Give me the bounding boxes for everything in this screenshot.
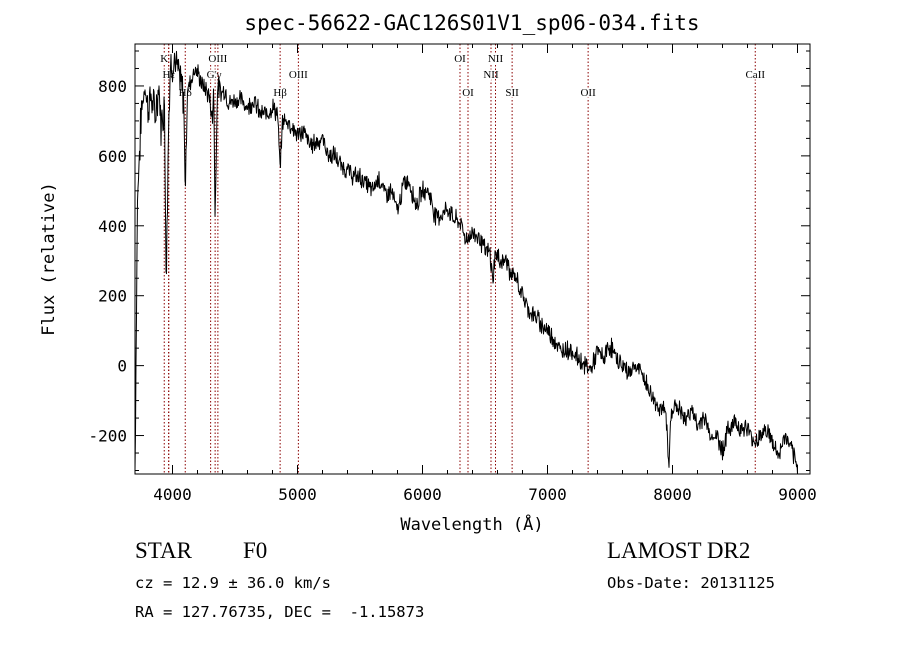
spectral-line-label-2: H <box>165 69 173 81</box>
spectral-line-label-12: NII <box>488 53 504 65</box>
x-axis-label: Wavelength (Å) <box>400 513 543 535</box>
y-tick-label-0: 0 <box>117 357 127 376</box>
spectral-line-label-8: OIII <box>289 69 308 81</box>
obs-date-label: Obs-Date: 20131125 <box>607 574 775 592</box>
spectral-line-label-14: OII <box>580 87 596 99</box>
spectral-line-label-5: G <box>207 69 215 81</box>
series-layer <box>134 50 798 475</box>
x-tick-label-5000: 5000 <box>278 485 317 504</box>
spectral-line-label-15: CaII <box>745 69 765 81</box>
y-tick-label-600: 600 <box>98 147 127 166</box>
spectral-line-label-10: OI <box>462 87 474 99</box>
x-tick-label-7000: 7000 <box>528 485 567 504</box>
x-tick-label-9000: 9000 <box>778 485 817 504</box>
chart-title: spec-56622-GAC126S01V1_sp06-034.fits <box>244 11 699 35</box>
spectrum-chart: spec-56622-GAC126S01V1_sp06-034.fits Hδ K… <box>39 11 817 535</box>
y-tick-label-200: 200 <box>98 287 127 306</box>
x-tick-label-6000: 6000 <box>403 485 442 504</box>
object-type-label: STAR <box>135 538 192 563</box>
redshift-label: cz = 12.9 ± 36.0 km/s <box>135 574 331 592</box>
spectral-line-label-11: NII <box>483 69 499 81</box>
y-axis-label: Flux (relative) <box>39 182 59 336</box>
y-tick-label--200: -200 <box>88 427 127 446</box>
survey-label: LAMOST DR2 <box>607 538 751 563</box>
x-tick-label-8000: 8000 <box>653 485 692 504</box>
spectral-line-label-7: Hβ <box>273 87 287 99</box>
y-tick-label-400: 400 <box>98 217 127 236</box>
spectral-line-label-6: OIII <box>208 53 227 65</box>
subclass-label: F0 <box>243 538 268 563</box>
y-tick-label-800: 800 <box>98 77 127 96</box>
spectral-line-label-13: SII <box>505 87 519 99</box>
spectral-line-label-1: K <box>160 53 168 65</box>
spectral-line-label-9: OI <box>454 53 466 65</box>
spectral-line-label-0: Hδ <box>179 87 192 99</box>
coordinates-label: RA = 127.76735, DEC = -1.15873 <box>135 603 425 621</box>
axis-layer: 4000 5000 6000 7000 8000 9000 -200 0 200 400 600 80… <box>88 44 817 504</box>
spectrum-series <box>134 50 798 475</box>
x-tick-label-4000: 4000 <box>153 485 192 504</box>
